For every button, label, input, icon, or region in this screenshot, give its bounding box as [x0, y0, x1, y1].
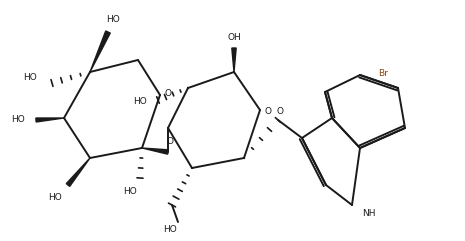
- Text: HO: HO: [11, 115, 25, 125]
- Text: O: O: [166, 138, 173, 147]
- Text: O: O: [265, 107, 272, 116]
- Text: O: O: [165, 89, 172, 99]
- Text: Br: Br: [378, 68, 388, 78]
- Text: O: O: [277, 107, 284, 115]
- Polygon shape: [36, 118, 64, 122]
- Text: HO: HO: [106, 15, 120, 25]
- Polygon shape: [90, 31, 110, 72]
- Polygon shape: [66, 158, 90, 186]
- Text: NH: NH: [362, 208, 376, 217]
- Text: OH: OH: [227, 33, 241, 41]
- Polygon shape: [232, 48, 236, 72]
- Text: HO: HO: [133, 98, 147, 107]
- Text: HO: HO: [23, 74, 37, 82]
- Text: HO: HO: [123, 187, 137, 196]
- Polygon shape: [142, 148, 168, 154]
- Text: HO: HO: [48, 193, 62, 201]
- Text: HO: HO: [163, 226, 177, 234]
